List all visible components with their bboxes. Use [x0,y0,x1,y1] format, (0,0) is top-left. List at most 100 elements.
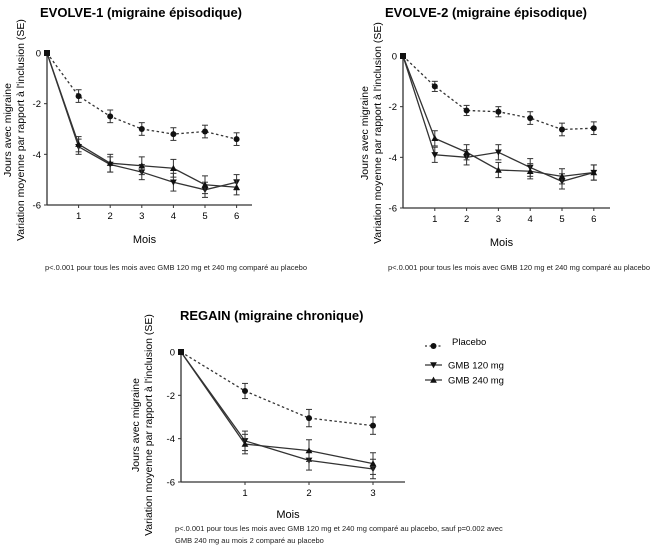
y-axis-label-line2: Variation moyenne par rapport à l'inclus… [15,19,27,241]
chart-title: REGAIN (migraine chronique) [180,308,363,323]
y-axis-label-line1: Jours avec migraine [2,83,14,177]
data-point [400,53,406,59]
x-tick-label: 6 [234,211,239,222]
y-tick-label: -4 [33,150,41,161]
legend-marker [430,343,437,349]
x-tick-label: 1 [242,488,247,499]
data-point [306,415,312,422]
data-point [305,447,313,454]
x-tick-label: 4 [528,214,533,225]
y-tick-label: -6 [33,201,41,212]
data-point [242,388,248,394]
y-tick-label: -6 [389,204,397,215]
data-point [241,440,249,447]
legend-label: GMB 120 mg [448,361,504,372]
y-axis-label-line1: Jours avec migraine [359,86,371,180]
data-point [170,131,177,138]
series-line [180,351,374,465]
data-point [590,125,597,132]
legend-marker [430,362,437,369]
legend-item: Placebo [425,337,486,349]
legend-item: GMB 240 mg [425,376,504,387]
data-point [202,128,208,135]
data-point [463,148,470,155]
data-point [170,164,177,171]
x-tick-label: 3 [496,214,501,225]
data-point [233,183,240,190]
y-tick-label: -2 [389,102,397,113]
legend-label: GMB 240 mg [448,376,504,387]
y-tick-label: 0 [392,52,397,63]
y-tick-label: -2 [167,391,175,402]
series-line [180,351,374,427]
data-point [75,140,82,147]
legend-marker [430,376,437,383]
data-point [106,159,114,166]
y-tick-label: -4 [389,153,397,164]
y-axis-label-line2: Variation moyenne par rapport à l'inclus… [372,22,384,244]
data-point [369,460,377,467]
data-point [495,149,502,156]
x-tick-label: 3 [139,211,144,222]
footnote-line2: GMB 240 mg au mois 2 comparé au placebo [175,536,324,545]
y-tick-label: -4 [167,434,175,445]
x-tick-label: 2 [464,214,469,225]
series-gmb-240-mg [400,53,598,185]
y-tick-label: 0 [36,49,41,60]
y-tick-label: 0 [170,348,175,359]
data-point [463,107,470,114]
data-point [138,126,145,132]
data-point [75,93,82,100]
x-tick-label: 6 [591,214,596,225]
legend-item: GMB 120 mg [425,361,504,372]
x-tick-label: 4 [171,211,176,222]
data-point [370,422,376,429]
data-point [590,169,598,176]
x-tick-label: 5 [202,211,207,222]
data-point [495,108,502,115]
data-point [431,152,439,159]
data-point [558,172,566,180]
evolve2-chart: EVOLVE-2 (migraine épisodique) 0 -2 -4 -6 1 2 3… [359,5,650,272]
data-point [44,50,50,56]
series-line [180,351,374,470]
x-axis-label: Mois [490,237,514,249]
data-point [107,113,114,120]
x-tick-label: 3 [370,488,375,499]
x-tick-label: 1 [76,211,81,222]
footnote: p<.0.001 pour tous les mois avec GMB 120… [45,263,307,272]
footnote-line1: p<.0.001 pour tous les mois avec GMB 120… [175,524,503,533]
x-axis-label: Mois [133,234,157,246]
evolve1-chart: EVOLVE-1 (migraine épisodique) 0 -2 -4 -6 1 2 3… [2,5,307,272]
x-tick-label: 2 [306,488,311,499]
footnote: p<.0.001 pour tous les mois avec GMB 120… [388,263,650,272]
x-axis-label: Mois [276,509,300,521]
data-point [559,126,565,133]
data-point [233,136,240,143]
series-gmb-240-mg [178,349,377,475]
y-tick-label: -6 [167,478,175,489]
y-axis-label-line1: Jours avec migraine [130,378,142,472]
y-tick-label: -2 [33,99,41,110]
data-point [170,179,177,186]
regain-chart: REGAIN (migraine chronique) 0 -2 -4 -6 1 2 3 Moi… [130,308,503,545]
data-point [495,166,502,173]
data-point [526,167,534,174]
series-line [402,55,594,131]
data-point [201,181,209,188]
series-placebo [178,349,376,435]
legend: Placebo GMB 120 mg GMB 240 mg [425,337,504,387]
data-point [527,115,534,122]
y-axis-label-line2: Variation moyenne par rapport à l'inclus… [143,314,155,536]
data-point [431,83,438,90]
x-tick-label: 5 [559,214,564,225]
data-point [431,134,439,142]
legend-label: Placebo [452,337,486,348]
x-tick-label: 2 [108,211,113,222]
chart-title: EVOLVE-2 (migraine épisodique) [385,5,587,20]
series-gmb-240-mg [44,50,240,196]
data-point [178,349,184,355]
x-tick-label: 1 [432,214,437,225]
data-point [138,162,146,169]
